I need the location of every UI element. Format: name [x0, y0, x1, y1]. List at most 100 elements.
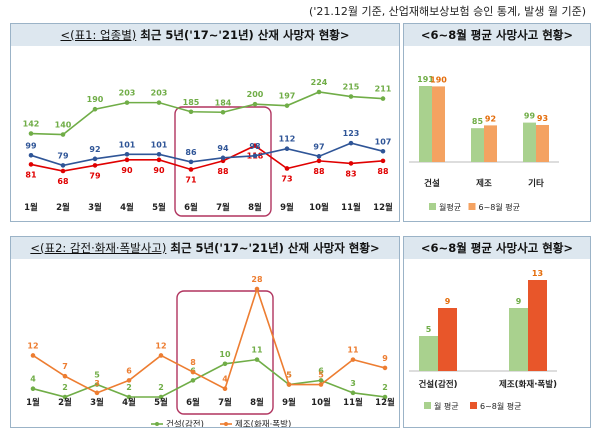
- data-label-accident-1-7: 28: [251, 275, 263, 284]
- data-label-industry-2-1: 79: [57, 151, 69, 160]
- data-label-industry-0-1: 140: [55, 121, 72, 130]
- x-tick-label-accident-3: 4월: [122, 397, 136, 408]
- data-point-accident-1-5: [190, 369, 196, 375]
- bar-value-label-summer-industry-2-1: 93: [537, 114, 548, 123]
- data-label-industry-1-10: 83: [345, 169, 356, 178]
- x-tick-label-industry-1: 2월: [56, 202, 70, 213]
- data-point-accident-1-11: [382, 365, 388, 371]
- data-label-industry-1-3: 90: [121, 166, 133, 175]
- bar-value-label-summer-industry-2-0: 99: [524, 112, 536, 121]
- data-label-industry-2-9: 97: [313, 142, 324, 151]
- data-point-accident-1-9: [318, 382, 324, 387]
- category-label-summer-accident-0: 건설(감전): [418, 379, 457, 390]
- data-point-industry-2-7: [252, 153, 258, 159]
- legend-swatch-summer-industry-1: [468, 203, 476, 210]
- data-point-industry-1-8: [284, 166, 290, 171]
- x-tick-label-accident-10: 11월: [343, 397, 363, 408]
- data-point-industry-2-4: [156, 151, 162, 157]
- data-point-accident-0-2: [94, 382, 100, 387]
- x-tick-label-accident-2: 3월: [90, 397, 104, 408]
- data-label-accident-0-3: 2: [126, 383, 132, 392]
- legend-label-summer-accident-1: 6~8월 평균: [480, 401, 522, 411]
- data-point-accident-0-11: [382, 394, 388, 400]
- data-label-accident-1-9: 5: [318, 371, 324, 380]
- x-tick-label-industry-9: 10월: [309, 202, 329, 213]
- legend-label-summer-industry-0: 월평균: [439, 202, 461, 212]
- chart-panel-summer-accident: <6~8월 평균 사망사고 현황> 5 9 건설(감전) 9 13 제조(화재·폭발) 월 …: [403, 236, 591, 428]
- data-label-accident-1-4: 12: [155, 341, 166, 350]
- bar-summer-accident-1-0: [509, 308, 528, 371]
- data-point-industry-1-7: [252, 143, 258, 148]
- data-label-industry-0-2: 190: [87, 95, 104, 104]
- data-point-industry-0-3: [124, 100, 130, 105]
- data-label-accident-0-2: 5: [94, 371, 100, 380]
- x-tick-label-accident-6: 7월: [218, 397, 232, 408]
- x-tick-label-accident-7: 8월: [250, 397, 264, 408]
- data-point-industry-0-7: [252, 101, 258, 107]
- data-label-industry-0-3: 203: [119, 89, 136, 98]
- data-label-accident-1-8: 5: [286, 371, 292, 380]
- data-point-industry-2-2: [92, 156, 98, 162]
- category-label-summer-industry-2: 기타: [528, 178, 544, 189]
- data-point-accident-0-9: [318, 378, 324, 383]
- legend-label-summer-industry-1: 6~8월 평균: [479, 202, 521, 212]
- data-label-accident-0-9: 6: [318, 366, 324, 375]
- data-label-industry-0-4: 203: [151, 89, 168, 98]
- data-point-accident-1-8: [286, 382, 292, 387]
- data-label-industry-0-6: 184: [215, 98, 232, 107]
- data-label-industry-2-10: 123: [343, 129, 360, 138]
- data-point-industry-1-11: [380, 158, 386, 164]
- data-point-industry-0-0: [28, 131, 34, 136]
- series-line-accident-0: [32, 358, 386, 398]
- data-label-industry-2-0: 99: [25, 141, 37, 150]
- line-chart-accident: 4252261011563212736128428551191월2월3월4월5월…: [26, 275, 395, 427]
- x-tick-label-industry-4: 5월: [152, 202, 166, 213]
- x-tick-label-accident-11: 12월: [375, 397, 395, 408]
- x-tick-label-industry-11: 12월: [373, 202, 393, 213]
- category-label-summer-accident-1: 제조(화재·폭발): [499, 379, 557, 390]
- source-note: ('21.12월 기준, 산업재해보상보험 승인 통계, 발생 월 기준): [309, 5, 586, 18]
- data-point-accident-0-1: [62, 394, 68, 400]
- data-label-accident-1-3: 6: [126, 366, 132, 375]
- x-tick-label-accident-8: 9월: [282, 397, 296, 408]
- x-tick-label-industry-10: 11월: [341, 202, 361, 213]
- category-label-summer-industry-1: 제조: [476, 178, 492, 189]
- bar-summer-industry-0-1: [432, 86, 445, 162]
- data-point-industry-2-6: [220, 155, 226, 161]
- data-label-accident-0-10: 3: [350, 379, 356, 388]
- data-point-industry-1-2: [92, 163, 98, 168]
- data-point-industry-2-10: [348, 140, 354, 146]
- legend-marker-accident-1: [224, 422, 228, 426]
- bar-value-label-summer-industry-0-0: 191: [417, 75, 434, 84]
- x-tick-label-industry-2: 3월: [88, 202, 102, 213]
- panel-title-summer-accident: <6~8월 평균 사망사고 현황>: [404, 237, 590, 259]
- x-tick-label-industry-3: 4월: [120, 202, 134, 213]
- data-label-accident-0-6: 10: [219, 350, 231, 359]
- data-label-industry-0-0: 142: [23, 120, 40, 129]
- line-chart-industry: 142 140 190 203 203 185 184 200 197 224 215 211 81 68…: [23, 78, 393, 217]
- bar-value-label-summer-industry-1-0: 85: [472, 117, 484, 126]
- bar-summer-accident-1-1: [528, 280, 547, 371]
- x-tick-label-industry-6: 7월: [216, 202, 230, 213]
- data-label-industry-2-2: 92: [89, 145, 100, 154]
- data-label-industry-2-6: 94: [217, 144, 229, 153]
- data-point-industry-0-8: [284, 103, 290, 108]
- data-label-industry-2-11: 107: [375, 137, 392, 146]
- bar-value-label-summer-industry-1-1: 92: [485, 114, 496, 123]
- data-label-industry-2-3: 101: [119, 140, 136, 149]
- bar-value-label-summer-accident-1-1: 13: [532, 269, 543, 278]
- data-point-accident-1-4: [158, 353, 164, 358]
- x-tick-label-accident-5: 6월: [186, 397, 200, 408]
- bar-summer-accident-0-0: [419, 336, 438, 371]
- data-point-accident-0-3: [126, 394, 132, 400]
- legend-swatch-summer-industry-0: [429, 203, 436, 210]
- highlight-box-jun-aug: [176, 290, 274, 415]
- data-point-industry-0-4: [156, 100, 162, 105]
- category-label-summer-industry-0: 건설: [424, 178, 440, 189]
- data-label-accident-1-10: 11: [347, 346, 359, 355]
- data-point-industry-2-9: [316, 154, 322, 159]
- data-point-industry-1-1: [60, 168, 66, 174]
- data-label-accident-1-2: 3: [94, 379, 100, 388]
- bar-summer-accident-0-1: [438, 308, 457, 371]
